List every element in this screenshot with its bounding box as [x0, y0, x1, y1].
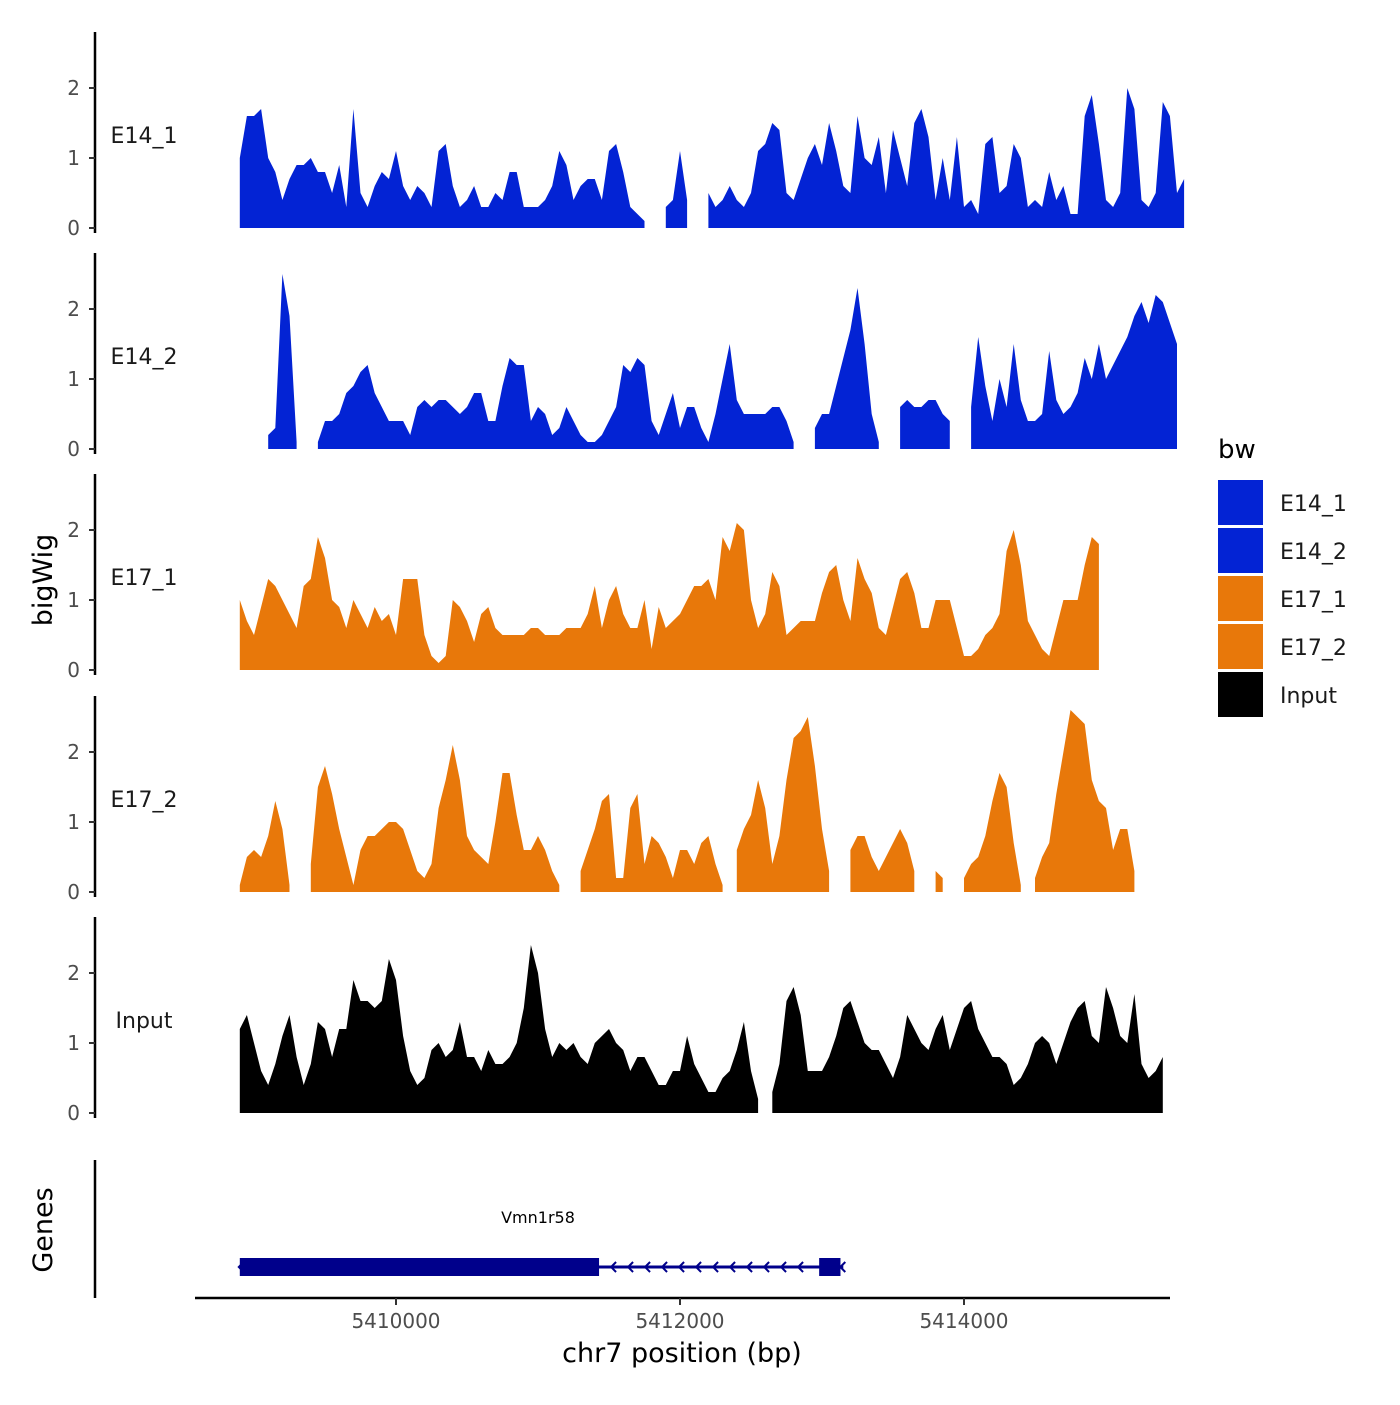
strand-arrow — [694, 1261, 702, 1273]
x-axis: 5410000 5412000 5414000 — [195, 1296, 1170, 1333]
signal-area — [708, 88, 1185, 228]
signal-area — [935, 871, 943, 892]
gene-track-title: Genes — [28, 1187, 59, 1272]
y-tick-label: 0 — [67, 216, 80, 240]
y-tick-label: 0 — [67, 437, 80, 461]
signal-area — [239, 945, 759, 1113]
track-e14_2: 0 1 2 E14_2 — [67, 253, 1177, 461]
legend-item-e17_1: E17_1 — [1218, 576, 1347, 621]
signal-tracks: 0 1 2 E14_1 0 1 2 E14_2 0 1 2 E17_1 0 1 2 E17_2 0 1 2 Input — [67, 32, 1185, 1125]
legend-item-e17_2: E17_2 — [1218, 624, 1347, 669]
signal-area — [736, 717, 830, 892]
y-tick-label: 2 — [67, 740, 80, 764]
strand-arrow — [796, 1261, 804, 1273]
x-tick-label: 5412000 — [635, 1309, 724, 1333]
strand-arrow — [626, 1261, 634, 1273]
strand-arrow — [728, 1261, 736, 1273]
legend-swatch — [1218, 672, 1263, 717]
signal-area — [772, 987, 1163, 1113]
signal-area — [310, 745, 560, 892]
strand-arrow — [762, 1261, 770, 1273]
track-label: E14_2 — [111, 345, 178, 370]
legend-label: E14_1 — [1280, 492, 1347, 517]
strand-arrow — [838, 1261, 847, 1273]
y-tick-label: 0 — [67, 1101, 80, 1125]
y-tick-label: 0 — [67, 880, 80, 904]
y-tick-label: 0 — [67, 658, 80, 682]
signal-area — [580, 794, 723, 892]
signal-area — [239, 109, 645, 228]
signal-area — [814, 288, 879, 449]
legend-item-e14_1: E14_1 — [1218, 480, 1347, 525]
signal-area — [964, 773, 1021, 892]
gene-exon — [819, 1258, 841, 1276]
legend-swatch — [1218, 576, 1263, 621]
y-tick-label: 2 — [67, 961, 80, 985]
track-e17_2: 0 1 2 E17_2 — [67, 696, 1135, 904]
signal-area — [850, 829, 915, 892]
y-tick-label: 2 — [67, 518, 80, 542]
y-tick-label: 1 — [67, 1031, 80, 1055]
legend-swatch — [1218, 480, 1263, 525]
legend-label: E17_1 — [1280, 588, 1347, 613]
signal-area — [268, 274, 297, 449]
y-tick-label: 2 — [67, 297, 80, 321]
y-tick-label: 1 — [67, 367, 80, 391]
strand-arrow — [237, 1261, 245, 1273]
legend-label: E14_2 — [1280, 540, 1347, 565]
signal-area — [665, 151, 688, 228]
y-tick-label: 1 — [67, 588, 80, 612]
strand-arrow — [643, 1261, 651, 1273]
legend-item-e14_2: E14_2 — [1218, 528, 1347, 573]
strand-arrow — [677, 1261, 685, 1273]
signal-area — [971, 295, 1177, 449]
track-label: E14_1 — [111, 124, 178, 149]
x-axis-title: chr7 position (bp) — [562, 1338, 802, 1369]
signal-area — [1035, 710, 1135, 892]
signal-area — [900, 400, 950, 449]
track-label: E17_2 — [111, 788, 178, 813]
signal-area — [239, 523, 1099, 670]
x-tick-label: 5410000 — [351, 1309, 440, 1333]
legend-swatch — [1218, 624, 1263, 669]
track-input: 0 1 2 Input — [67, 917, 1163, 1125]
y-tick-label: 2 — [67, 76, 80, 100]
gene-name-label: Vmn1r58 — [501, 1208, 575, 1227]
track-e14_1: 0 1 2 E14_1 — [67, 32, 1185, 240]
y-axis-title: bigWig — [28, 534, 59, 627]
track-label: E17_1 — [111, 566, 178, 591]
track-e17_1: 0 1 2 E17_1 — [67, 474, 1099, 682]
track-label: Input — [116, 1009, 173, 1034]
signal-area — [317, 344, 794, 449]
strand-arrow — [609, 1261, 617, 1273]
legend: E14_1 E14_2 E17_1 E17_2 Input — [1218, 480, 1347, 717]
gene-track: Vmn1r58 — [93, 1160, 847, 1298]
strand-arrow — [745, 1261, 753, 1273]
legend-title: bw — [1218, 435, 1256, 465]
x-tick-label: 5414000 — [919, 1309, 1008, 1333]
y-tick-label: 1 — [67, 810, 80, 834]
legend-label: E17_2 — [1280, 636, 1347, 661]
gene-exon — [239, 1258, 600, 1276]
legend-swatch — [1218, 528, 1263, 573]
strand-arrow — [779, 1261, 787, 1273]
strand-arrow — [711, 1261, 719, 1273]
strand-arrow — [660, 1261, 668, 1273]
gene-vmn1r58: Vmn1r58 — [237, 1208, 847, 1276]
signal-area — [239, 801, 290, 892]
legend-item-input: Input — [1218, 672, 1337, 717]
legend-label: Input — [1280, 684, 1337, 709]
y-tick-label: 1 — [67, 146, 80, 170]
